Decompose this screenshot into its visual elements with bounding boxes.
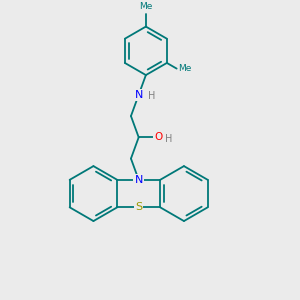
- Text: Me: Me: [178, 64, 192, 73]
- Text: H: H: [164, 134, 172, 144]
- Text: O: O: [154, 132, 162, 142]
- Text: S: S: [135, 202, 142, 212]
- Text: H: H: [148, 92, 155, 101]
- Text: Me: Me: [139, 2, 153, 11]
- Text: N: N: [134, 90, 143, 100]
- Text: N: N: [134, 175, 143, 185]
